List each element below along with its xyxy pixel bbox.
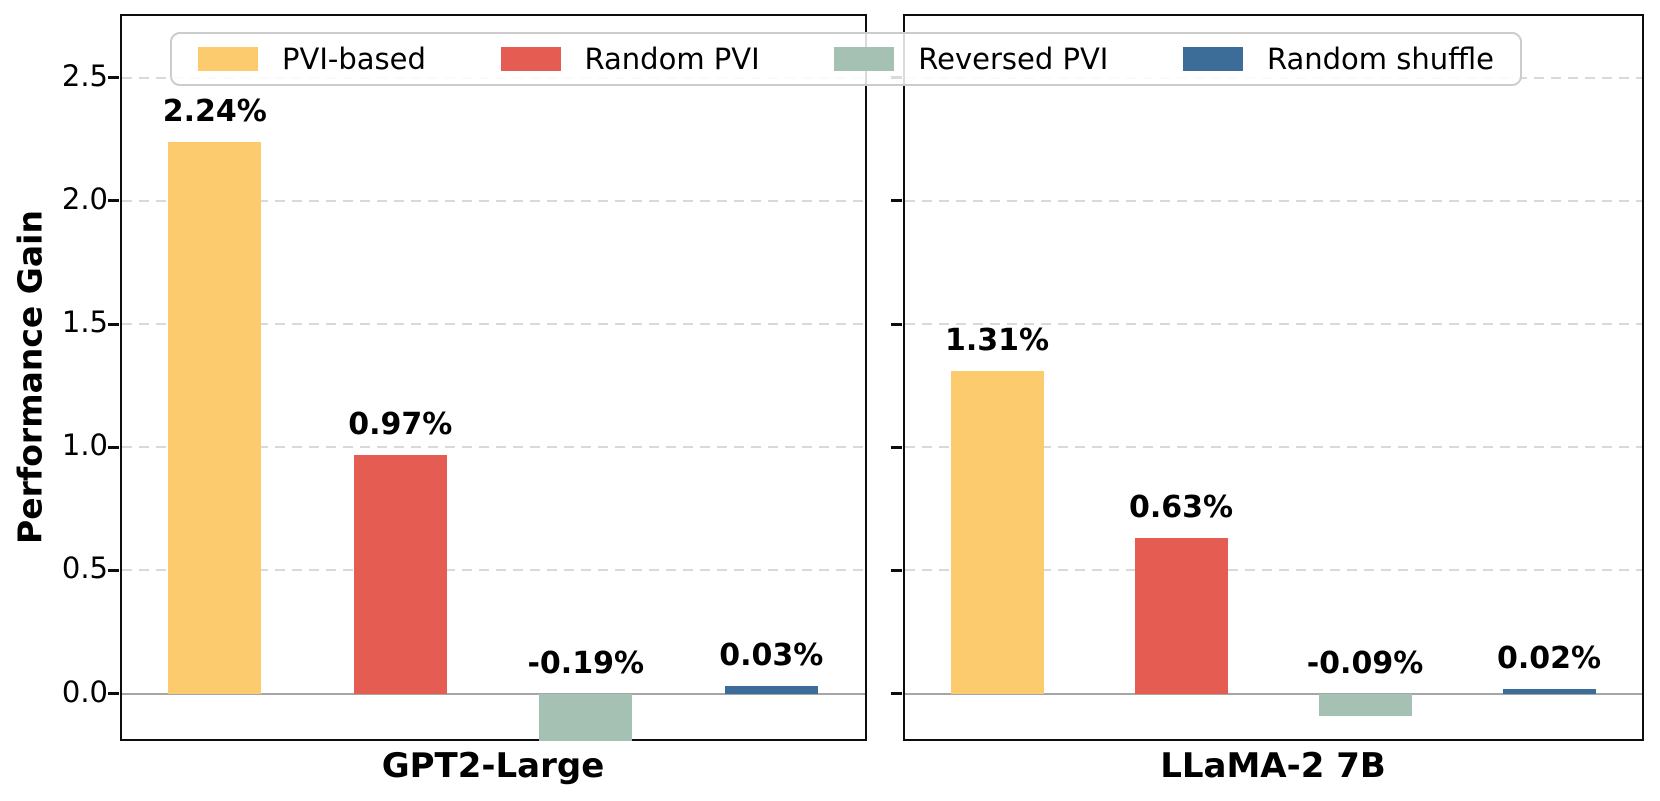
gridline: [905, 569, 1642, 572]
gridline: [905, 199, 1642, 202]
y-tick-label: 2.0: [61, 181, 108, 216]
y-tick-mark: [891, 568, 902, 572]
gridline: [122, 199, 865, 202]
bar-reversed-pvi: [1318, 693, 1412, 716]
legend-label: Reversed PVI: [918, 42, 1109, 76]
gridline: [122, 569, 865, 572]
y-tick-label: 0.0: [61, 674, 108, 709]
gridline: [905, 446, 1642, 449]
axes-gpt2-large: 2.24% 0.97% -0.19% 0.03%: [108, 14, 867, 741]
bar-value-label: 2.24%: [162, 93, 267, 129]
y-tick-mark: [891, 692, 902, 696]
gridline: [122, 446, 865, 449]
subplot-title-llama2-7b: LLaMA-2 7B: [1160, 746, 1386, 786]
legend-swatch-pvi-based: [198, 47, 258, 71]
bar-random-pvi: [1134, 538, 1228, 694]
y-tick-mark: [108, 692, 119, 696]
y-tick-mark: [891, 199, 902, 203]
y-axis-label: Performance Gain: [10, 210, 50, 544]
bar-reversed-pvi: [539, 693, 633, 741]
legend-label: PVI-based: [282, 42, 426, 76]
gridline: [122, 323, 865, 326]
legend-swatch-random-pvi: [500, 47, 561, 71]
bar-value-label: 0.97%: [348, 406, 453, 442]
bar-random-pvi: [353, 454, 447, 694]
y-tick-mark: [108, 568, 119, 572]
bar-value-label: 0.02%: [1496, 640, 1602, 676]
legend-swatch-reversed-pvi: [834, 47, 895, 71]
axes-llama2-7b: 1.31% 0.63% -0.09% 0.02%: [891, 14, 1644, 741]
subplot-title-gpt2-large: GPT2-Large: [381, 746, 605, 786]
bar-value-label: -0.09%: [1306, 645, 1424, 681]
bar-value-label: 0.03%: [719, 638, 824, 674]
y-tick-label: 1.5: [61, 305, 108, 340]
legend-item-random-pvi: Random PVI: [500, 42, 760, 76]
legend-item-random-shuffle: Random shuffle: [1182, 42, 1494, 76]
y-tick-label: 1.0: [61, 428, 108, 463]
legend: PVI-based Random PVI Reversed PVI Random…: [170, 32, 1522, 86]
y-tick-label: 2.5: [61, 58, 108, 93]
zero-line: [905, 692, 1642, 695]
bar-random-shuffle: [724, 686, 818, 694]
legend-label: Random shuffle: [1266, 42, 1494, 76]
gridline: [905, 323, 1642, 326]
y-tick-mark: [108, 76, 119, 80]
bar-pvi-based: [168, 141, 262, 694]
legend-swatch-random-shuffle: [1182, 47, 1243, 71]
y-tick-mark: [108, 322, 119, 326]
bar-value-label: 0.63%: [1128, 490, 1234, 526]
zero-line: [122, 692, 865, 695]
y-tick-mark: [891, 445, 902, 449]
y-tick-mark: [891, 322, 902, 326]
bar-value-label: -0.19%: [527, 645, 645, 681]
legend-item-reversed-pvi: Reversed PVI: [834, 42, 1108, 76]
y-tick-mark: [108, 445, 119, 449]
legend-label: Random PVI: [584, 42, 760, 76]
y-tick-mark: [108, 199, 119, 203]
bar-value-label: 1.31%: [944, 322, 1050, 358]
bar-random-shuffle: [1502, 688, 1596, 694]
legend-item-pvi-based: PVI-based: [198, 42, 426, 76]
bar-pvi-based: [950, 370, 1044, 694]
y-tick-label: 0.5: [61, 551, 108, 586]
